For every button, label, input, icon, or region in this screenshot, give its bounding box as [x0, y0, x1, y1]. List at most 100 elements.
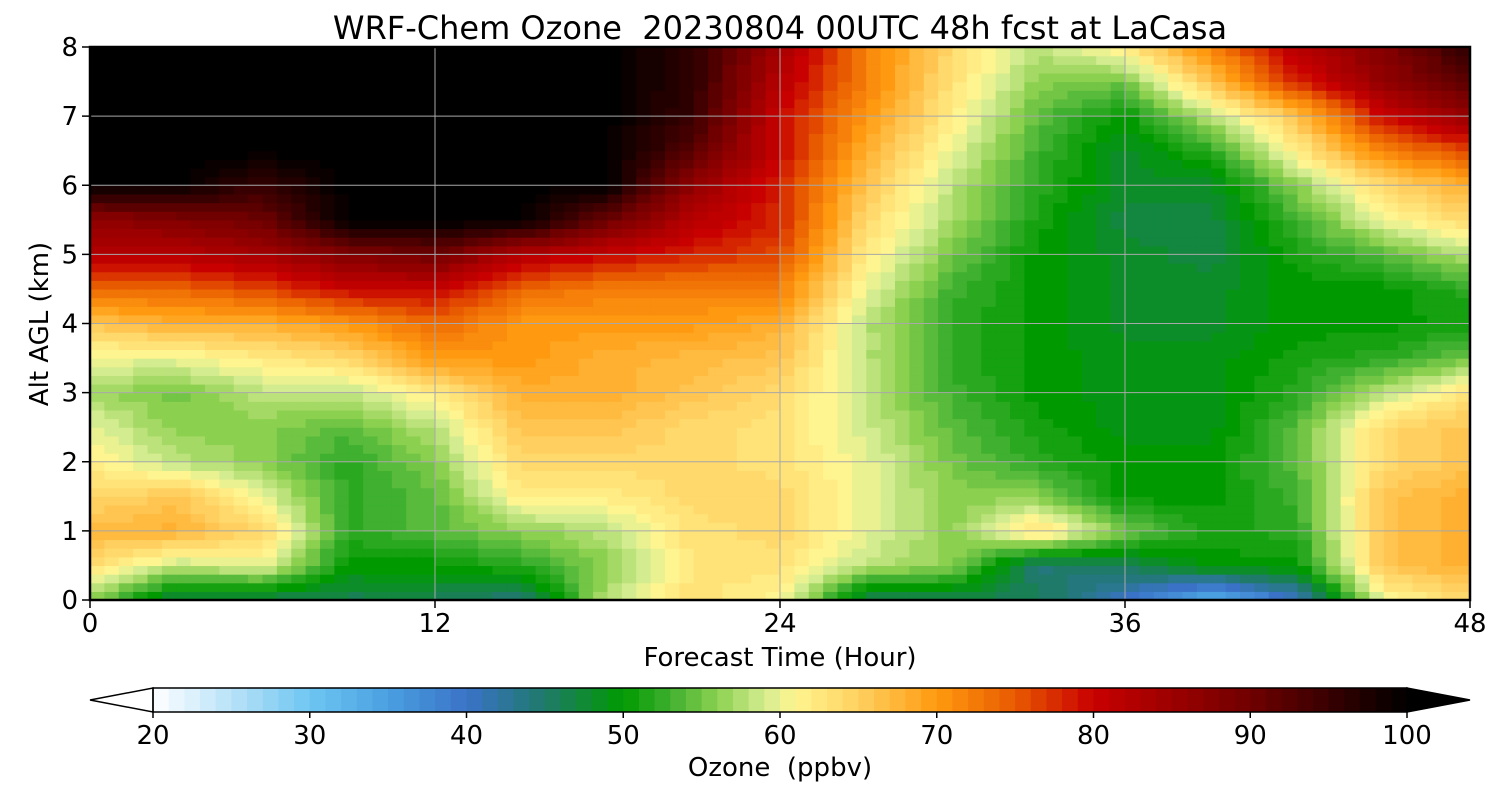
- heat-cell: [866, 202, 882, 212]
- heat-cell: [133, 349, 149, 359]
- heat-cell: [1010, 159, 1025, 169]
- heat-cell: [780, 539, 795, 549]
- heat-cell: [1024, 211, 1040, 221]
- heat-cell: [1125, 358, 1140, 368]
- heat-cell: [1053, 565, 1069, 575]
- heat-cell: [837, 219, 853, 230]
- heat-cell: [765, 401, 781, 411]
- heat-cell: [693, 332, 709, 342]
- heat-cell: [895, 176, 910, 186]
- heat-cell: [535, 591, 551, 600]
- heat-cell: [104, 340, 120, 351]
- heat-cell: [334, 323, 350, 333]
- heat-cell: [1355, 409, 1370, 420]
- heat-cell: [305, 427, 321, 437]
- heat-cell: [621, 418, 637, 428]
- heat-cell: [1311, 314, 1327, 325]
- heat-cell: [621, 383, 637, 394]
- heat-cell: [320, 548, 335, 558]
- heat-cell: [1125, 228, 1140, 238]
- heat-cell: [1067, 211, 1083, 221]
- heat-cell: [276, 228, 292, 238]
- heat-cell: [995, 409, 1011, 420]
- heat-cell: [506, 245, 522, 255]
- heat-cell: [851, 323, 867, 333]
- heat-cell: [1283, 167, 1299, 178]
- heat-cell: [219, 470, 235, 480]
- heat-cell: [636, 237, 652, 247]
- heat-cell: [1426, 245, 1442, 255]
- heat-cell: [1326, 574, 1342, 584]
- heat-cell: [736, 392, 752, 402]
- heat-cell: [118, 375, 134, 385]
- heat-cell: [334, 444, 350, 454]
- heat-cell: [535, 418, 551, 428]
- heat-cell: [550, 453, 565, 463]
- heat-cell: [1441, 375, 1457, 385]
- heat-cell: [248, 150, 264, 160]
- heat-cell: [650, 401, 666, 411]
- heat-cell: [1441, 565, 1457, 575]
- heat-cell: [593, 444, 609, 454]
- heat-cell: [1369, 263, 1385, 273]
- heat-cell: [118, 314, 134, 325]
- heat-cell: [1369, 193, 1385, 204]
- heat-cell: [1182, 297, 1198, 307]
- heat-cell: [205, 418, 220, 428]
- heat-cell: [722, 332, 738, 342]
- heat-cell: [420, 418, 436, 428]
- heat-cell: [1240, 401, 1255, 411]
- heat-cell: [708, 479, 724, 489]
- heat-cell: [262, 366, 278, 376]
- heat-cell: [1196, 565, 1212, 575]
- heat-cell: [1168, 150, 1184, 160]
- heat-cell: [248, 556, 264, 567]
- heat-cell: [363, 453, 379, 463]
- heat-cell: [1081, 271, 1097, 281]
- heat-cell: [607, 591, 623, 600]
- heat-cell: [1426, 211, 1442, 221]
- heat-cell: [348, 167, 364, 178]
- heat-cell: [1412, 470, 1428, 480]
- heat-cell: [851, 383, 867, 394]
- heat-cell: [794, 539, 810, 549]
- heat-cell: [708, 219, 724, 230]
- heat-cell: [995, 332, 1011, 342]
- heat-cell: [276, 556, 292, 567]
- heat-cell: [463, 254, 479, 264]
- heat-cell: [550, 358, 565, 368]
- heat-cell: [1038, 340, 1054, 351]
- heat-cell: [420, 159, 436, 169]
- heat-cell: [923, 591, 939, 600]
- heat-cell: [995, 358, 1011, 368]
- heat-cell: [751, 444, 767, 454]
- heat-cell: [1283, 591, 1299, 600]
- heat-cell: [118, 150, 134, 160]
- heat-cell: [823, 435, 839, 446]
- heat-cell: [1225, 159, 1241, 169]
- heat-cell: [1326, 444, 1342, 454]
- heat-cell: [1383, 167, 1399, 178]
- heat-cell: [550, 150, 565, 160]
- heat-cell: [506, 574, 522, 584]
- heat-cell: [909, 245, 925, 255]
- heat-cell: [938, 176, 954, 186]
- heat-cell: [693, 159, 709, 169]
- heat-cell: [895, 340, 910, 351]
- heat-cell: [1096, 444, 1112, 454]
- heat-cell: [406, 280, 422, 290]
- heat-cell: [161, 358, 177, 368]
- heat-cell: [1024, 427, 1040, 437]
- heat-cell: [1311, 340, 1327, 351]
- heat-cell: [751, 479, 767, 489]
- heat-cell: [1168, 461, 1184, 471]
- heat-cell: [895, 444, 910, 454]
- heat-cell: [578, 228, 594, 238]
- heat-cell: [1139, 323, 1155, 333]
- heat-cell: [1024, 418, 1040, 428]
- heat-cell: [1455, 366, 1470, 376]
- heat-cell: [363, 574, 379, 584]
- heat-cell: [679, 150, 695, 160]
- heat-cell: [1096, 323, 1112, 333]
- heat-cell: [966, 297, 982, 307]
